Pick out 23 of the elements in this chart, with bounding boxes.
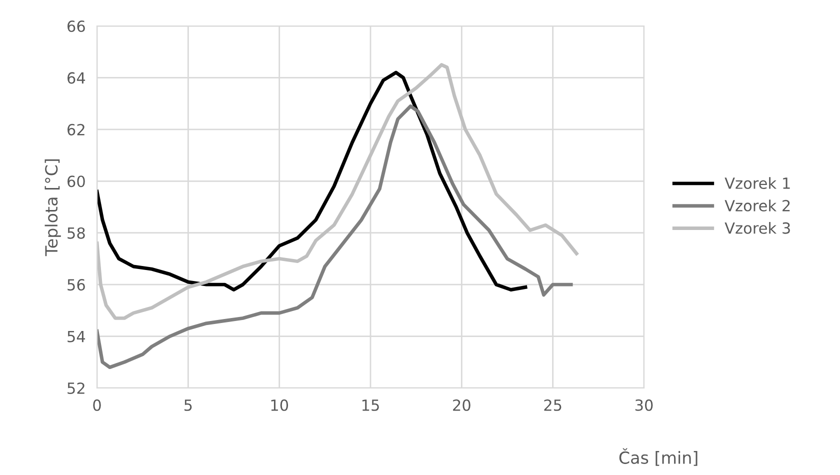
- y-tick-label: 64: [68, 72, 86, 84]
- line-series: [97, 104, 573, 370]
- x-tick-label: 25: [544, 399, 562, 411]
- y-tick-label: 60: [68, 176, 85, 188]
- x-tick-label: 10: [271, 399, 288, 411]
- x-tick-label: 15: [362, 400, 379, 411]
- x-tick-label: 20: [453, 399, 470, 411]
- line-series: [97, 70, 528, 292]
- x-tick-label: 30: [635, 399, 653, 411]
- y-tick-label: 58: [68, 227, 85, 239]
- y-tick-label: 54: [68, 330, 86, 342]
- x-axis-title: Čas [min]: [619, 448, 698, 466]
- y-tick-label: 56: [68, 279, 85, 291]
- y-tick-label: 66: [68, 20, 85, 32]
- y-tick-label: 52: [68, 382, 84, 394]
- legend-label: Vzorek 1: [724, 177, 790, 190]
- x-tick-label: 0: [93, 399, 101, 411]
- x-tick-label: 5: [184, 400, 192, 411]
- legend-label: Vzorek 2: [724, 200, 790, 212]
- y-axis-title: Teplota [°C]: [44, 159, 61, 256]
- line-series: [97, 63, 578, 320]
- y-tick-label: 62: [68, 124, 84, 136]
- legend-label: Vzorek 3: [724, 222, 790, 234]
